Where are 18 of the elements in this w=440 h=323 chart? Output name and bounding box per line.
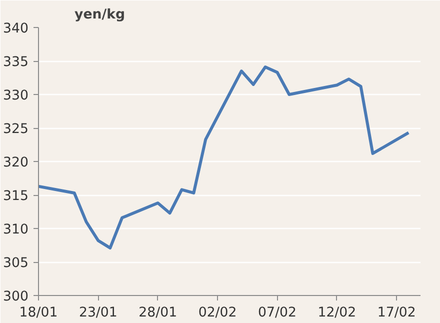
x-tick-label: 02/02 (198, 306, 237, 320)
x-tick-label: 28/01 (138, 306, 178, 320)
y-tick-label: 315 (3, 189, 29, 204)
y-tick-label: 330 (3, 88, 29, 104)
y-tick-label: 300 (3, 290, 29, 304)
line-series (38, 66, 410, 250)
y-tick-label: 325 (3, 122, 29, 137)
x-tick-label: 12/02 (318, 306, 356, 320)
x-tick-label: 23/01 (78, 306, 118, 320)
x-tick-label: 17/02 (377, 306, 416, 320)
y-axis-title: yen/kg (74, 8, 125, 22)
y-tick-label: 310 (3, 222, 29, 238)
y-tick-label: 335 (3, 55, 29, 70)
y-tick-label: 320 (3, 156, 29, 170)
y-tick-label: 305 (3, 256, 29, 271)
y-tick-label: 340 (3, 22, 29, 36)
x-tick-label: 07/02 (258, 306, 296, 320)
x-tick-label: 18/01 (19, 306, 58, 320)
